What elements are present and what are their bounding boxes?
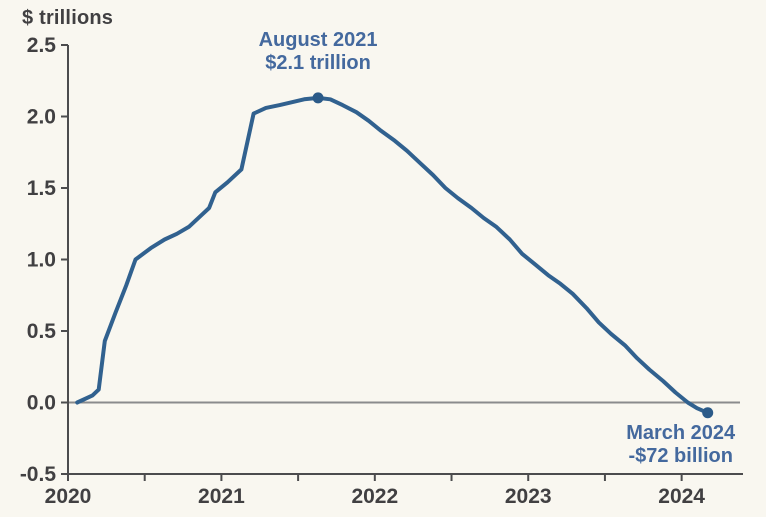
y-tick-label: -0.5: [20, 463, 57, 486]
y-tick-label: 1.0: [27, 249, 56, 272]
y-tick-label: 0.0: [27, 392, 56, 415]
peak-annotation-date: August 2021: [258, 28, 378, 51]
peak-annotation-value: $2.1 trillion: [265, 51, 371, 74]
endpoint-annotation-date: March 2024: [626, 421, 736, 444]
y-tick-label: 2.5: [27, 34, 57, 57]
axes: [67, 45, 743, 475]
endpoint-marker: [702, 407, 714, 419]
y-tick-label: 2.0: [27, 106, 56, 129]
data-line: [75, 95, 710, 415]
x-tick-label: 2024: [658, 485, 705, 508]
x-tick-label: 2021: [198, 485, 245, 508]
peak-annotation: August 2021 $2.1 trillion: [259, 29, 378, 75]
y-tick-label: 1.5: [27, 177, 57, 200]
endpoint-annotation-value: -$72 billion: [628, 444, 733, 467]
x-tick-label: 2020: [45, 485, 92, 508]
x-tick-label: 2022: [351, 485, 398, 508]
y-tick-label: 0.5: [27, 320, 57, 343]
peak-marker: [312, 92, 324, 104]
endpoint-annotation: March 2024 -$72 billion: [626, 422, 735, 468]
y-axis-title: $ trillions: [22, 7, 114, 29]
x-tick-label: 2023: [505, 485, 552, 508]
